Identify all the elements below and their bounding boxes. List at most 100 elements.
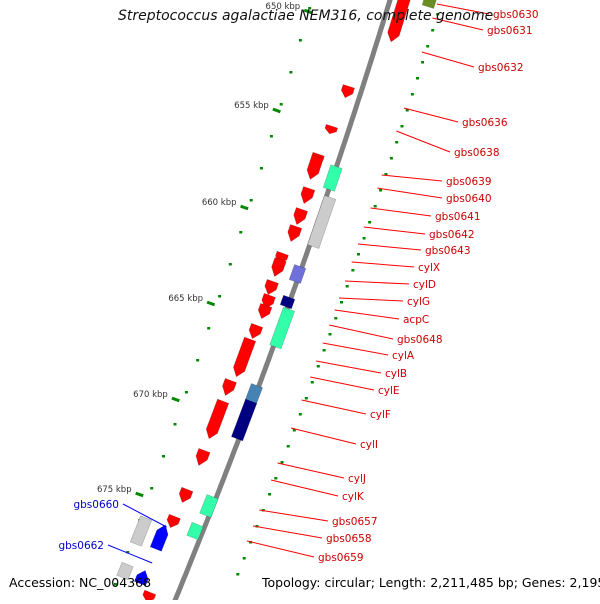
gene-red: [264, 279, 279, 296]
label-connector: [310, 376, 375, 391]
label-connector: [421, 51, 475, 68]
gene-label: cylD: [413, 279, 436, 291]
gene-red: [166, 513, 181, 528]
gene-red: [340, 84, 355, 99]
gene-label: gbs0638: [454, 147, 500, 159]
scale-label: 660 kbp: [202, 198, 237, 208]
scale-dot: [173, 423, 177, 426]
ring-dot: [322, 349, 326, 352]
label-connector: [270, 479, 339, 497]
gene-label: gbs0640: [446, 193, 492, 205]
major-tick: [303, 8, 313, 15]
major-tick: [272, 107, 281, 114]
major-tick: [240, 204, 249, 211]
ring-dot: [416, 77, 419, 80]
ring-dot: [274, 477, 278, 480]
label-connector: [334, 309, 400, 320]
label-connector: [357, 243, 422, 251]
gene-label: gbs0641: [435, 211, 481, 223]
scale-dot: [150, 487, 154, 490]
gene-red: [306, 154, 324, 180]
major-tick: [206, 300, 216, 307]
gene-olive: [421, 0, 439, 9]
scale-dot: [184, 391, 188, 394]
major-tick: [171, 396, 180, 403]
ring-dot: [405, 109, 409, 112]
label-connector: [107, 544, 153, 564]
gene-red: [257, 302, 273, 320]
scale-dot: [289, 71, 293, 74]
label-connector: [396, 130, 451, 153]
ring-dot: [334, 317, 338, 320]
label-connector: [381, 174, 443, 182]
gene-label: cylA: [392, 350, 415, 362]
gene-red: [205, 398, 230, 440]
genome-summary-text: Topology: circular; Length: 2,211,485 bp…: [262, 575, 600, 590]
label-connector: [338, 297, 404, 302]
label-connector: [252, 525, 323, 539]
gene-label: gbs0631: [487, 25, 533, 37]
scale-dot: [162, 455, 165, 458]
gene-red: [293, 207, 309, 226]
ring-dot: [310, 381, 314, 384]
gene-label: cylB: [385, 368, 407, 380]
scale-dot: [308, 7, 312, 10]
scale-dot: [259, 167, 263, 170]
label-connector: [351, 261, 415, 268]
gene-red: [287, 224, 303, 243]
gene-navy: [279, 294, 296, 310]
ring-dot: [389, 157, 393, 160]
ring-dot: [286, 445, 290, 448]
ring-dot: [373, 205, 377, 208]
ring-dot: [268, 493, 272, 496]
gene-label: gbs0658: [326, 533, 372, 545]
gene-green: [199, 494, 219, 518]
ring-dot: [431, 29, 435, 32]
ring-dot: [298, 413, 302, 416]
ring-dot: [351, 269, 355, 272]
ring-dot: [379, 189, 383, 192]
scale-dot: [269, 135, 273, 138]
ring-dot: [400, 125, 404, 128]
scale-label: 655 kbp: [234, 101, 269, 111]
ring-dot: [436, 13, 440, 16]
gene-gray: [129, 515, 153, 547]
ring-dot: [395, 141, 399, 144]
gene-label: gbs0639: [446, 176, 492, 188]
scale-dot: [298, 39, 302, 42]
scale-dot: [249, 199, 253, 202]
scale-label: 670 kbp: [133, 390, 168, 400]
tick-marks: [113, 7, 440, 586]
label-connector: [122, 503, 167, 528]
label-connector: [301, 399, 367, 415]
gene-green: [269, 306, 296, 350]
gene-green: [186, 521, 204, 541]
ring-dot: [292, 429, 296, 432]
scale-dot: [207, 327, 211, 330]
label-connector: [259, 509, 329, 522]
ring-dot: [345, 285, 349, 288]
label-connector: [277, 462, 345, 479]
gene-red: [178, 486, 194, 503]
gene-blue: [149, 524, 169, 552]
gene-label: cylJ: [348, 473, 366, 485]
label-connector: [246, 540, 315, 558]
ring-dot: [340, 301, 343, 304]
label-connector: [403, 107, 459, 123]
gene-red: [248, 322, 264, 340]
gene-label: acpC: [403, 314, 429, 326]
scale-label: 650 kbp: [266, 2, 301, 12]
map-title: Streptococcus agalactiae NEM316, complet…: [118, 8, 494, 24]
scale-dot: [196, 359, 200, 362]
scale-dot: [218, 295, 222, 298]
scale-dot: [279, 103, 283, 106]
gene-red: [233, 336, 257, 378]
gene-label: gbs0659: [318, 552, 364, 564]
gene-label: gbs0643: [425, 245, 471, 257]
ring-dot: [362, 237, 366, 240]
gene-label: gbs0642: [429, 229, 475, 241]
ring-dot: [384, 173, 388, 176]
gene-features: [116, 0, 439, 602]
ring-dot: [316, 365, 320, 368]
